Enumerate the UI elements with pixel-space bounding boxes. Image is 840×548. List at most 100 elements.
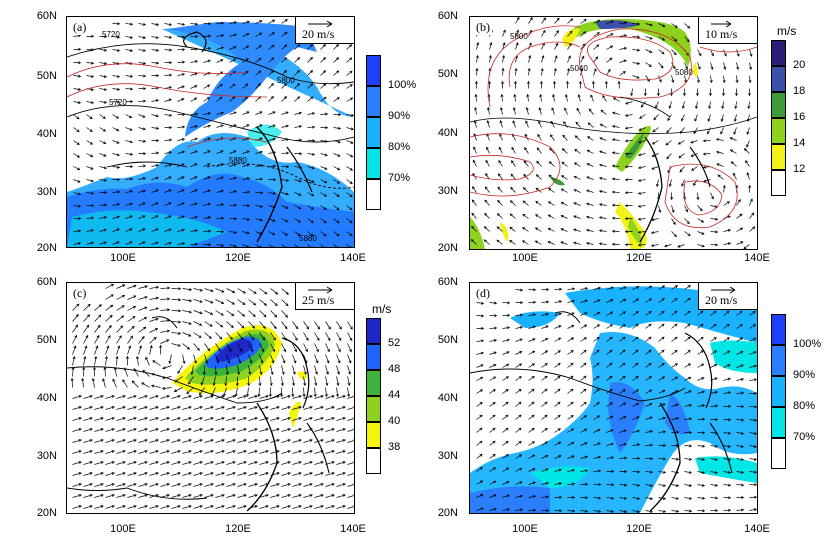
wind-vector (127, 395, 137, 399)
wind-vector (554, 455, 562, 459)
wind-vector (736, 509, 744, 511)
wind-vector (658, 458, 666, 460)
map-c: (c) 25 m/s (66, 282, 355, 514)
wind-vector-head (166, 417, 170, 420)
wind-vector (151, 36, 159, 39)
wind-vector (528, 338, 536, 342)
wind-vector-head (297, 96, 301, 100)
wind-vector-head (257, 394, 261, 398)
wind-vector (561, 175, 568, 180)
wind-vector-head (194, 85, 198, 88)
wind-vector (237, 428, 247, 432)
wind-vector-head (246, 20, 250, 24)
wind-vector-head (515, 42, 519, 46)
wind-vector-head (287, 494, 291, 497)
wind-vector-head (118, 335, 122, 339)
wind-vector (270, 450, 280, 454)
wind-vector-head (221, 428, 225, 431)
wind-vector-head (122, 461, 126, 464)
wind-vector-head (309, 395, 313, 398)
wind-vector-head (221, 494, 225, 497)
wind-vector-head (100, 483, 104, 486)
wind-vector-head (129, 115, 133, 119)
ytick-60n: 60N (36, 276, 57, 288)
wind-vector-head (199, 299, 203, 303)
wind-vector (333, 179, 340, 184)
wind-vector-head (687, 25, 691, 29)
wind-vector-head (133, 494, 137, 497)
wind-vector-head (320, 406, 324, 409)
wind-vector-head (166, 428, 170, 431)
wind-vector (259, 505, 269, 509)
wind-vector-head (599, 123, 603, 127)
wind-vector-head (156, 151, 160, 155)
wind-vector-head (502, 42, 506, 46)
wind-vector-head (650, 231, 655, 235)
wind-vector (114, 367, 117, 377)
wind-vector-head (505, 376, 510, 380)
wind-vector-head (636, 61, 641, 65)
wind-vector (749, 432, 757, 435)
wind-vector-head (144, 483, 148, 486)
wind-vector (105, 505, 115, 509)
wind-vector-head (117, 190, 121, 194)
wind-vector-head (252, 325, 256, 329)
wind-vector (307, 166, 315, 169)
wind-vector-head (350, 113, 354, 117)
wind-vector-head (232, 406, 236, 409)
wind-vector-head (102, 128, 107, 132)
wind-vector (314, 494, 324, 498)
wind-vector (567, 401, 574, 407)
wind-vector (226, 483, 236, 487)
wind-vector (510, 173, 516, 180)
wind-vector-head (166, 439, 170, 442)
wind-vector (193, 450, 203, 454)
wind-vector-head (234, 217, 238, 221)
wind-vector (125, 190, 133, 193)
wind-vector (142, 370, 150, 377)
wind-vector-head (155, 22, 160, 26)
wind-vector-head (265, 450, 269, 453)
wind-vector-head (199, 417, 203, 420)
wind-vector-head (90, 154, 94, 158)
contour-label: 5880 (229, 156, 247, 165)
wind-vector (149, 439, 159, 443)
wind-vector-head (144, 461, 148, 464)
wind-vector (645, 363, 652, 368)
wind-vector (281, 505, 291, 509)
wind-vector-head (581, 55, 585, 59)
wind-vector (710, 458, 718, 461)
wind-vector (619, 443, 627, 446)
wind-vector (476, 480, 483, 485)
wind-vector-head (470, 239, 474, 243)
wind-vector (86, 217, 94, 219)
wind-vector-head (287, 439, 291, 442)
wind-vector-head (116, 128, 120, 132)
wind-vector (216, 217, 224, 219)
wind-vector (707, 127, 711, 134)
wind-vector (99, 204, 107, 206)
wind-vector (554, 313, 562, 316)
wind-vector (671, 510, 679, 512)
wind-vector-head (638, 140, 642, 144)
wind-vector (281, 205, 289, 209)
wind-vector-head (178, 298, 182, 302)
wind-vector-head (674, 297, 678, 301)
wind-vector (160, 319, 170, 322)
wind-vector (489, 454, 496, 459)
wind-vector (138, 505, 148, 509)
wind-vector-head (496, 213, 500, 217)
wind-vector-head (743, 148, 747, 152)
wind-vector (112, 379, 117, 388)
wind-vector-head (142, 127, 146, 131)
wind-vector-head (331, 428, 335, 431)
wind-vector-head (528, 42, 532, 46)
wind-vector (346, 127, 354, 130)
wind-vector-head (512, 120, 516, 124)
wind-vector-head (502, 29, 506, 33)
wind-vector (548, 241, 555, 245)
colorbar-label: 100% (793, 338, 822, 350)
wind-vector (730, 149, 737, 154)
contour-label: 5720 (102, 30, 120, 39)
wind-vector (697, 192, 699, 200)
